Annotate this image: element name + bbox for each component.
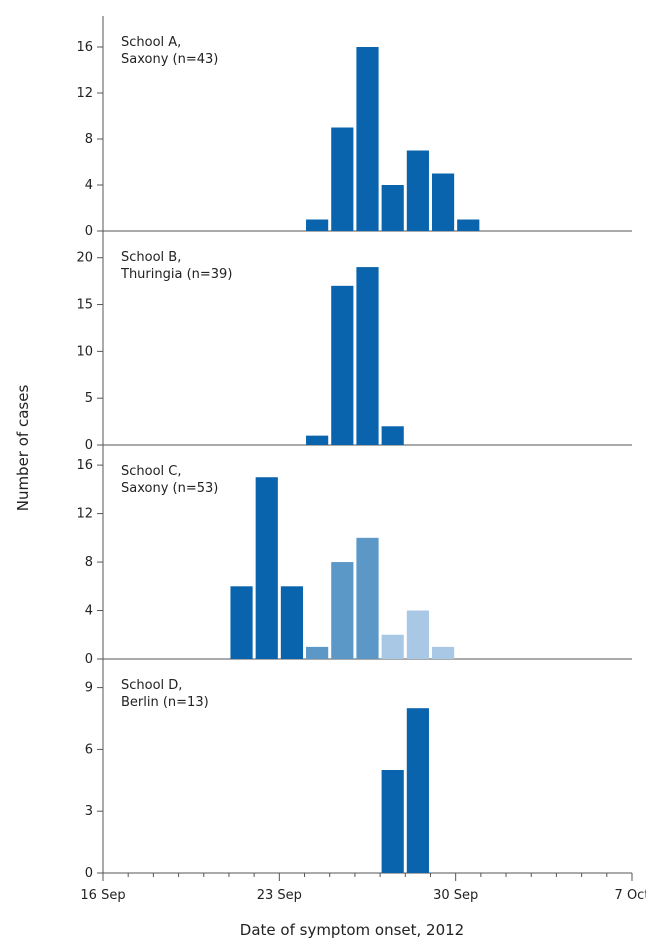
bar <box>356 47 379 231</box>
y-tick-label: 0 <box>85 224 93 239</box>
chart-panel: 0 5 10 15 20 School B, Thuringia (n=39) <box>76 231 632 453</box>
bar <box>280 586 304 659</box>
y-tick-label: 0 <box>85 866 93 881</box>
y-tick-label: 0 <box>85 438 93 453</box>
y-tick-label: 12 <box>76 86 93 101</box>
x-tick-label: 30 Sep <box>433 888 478 903</box>
panels-layer: 0 4 8 12 16 School A, Saxony (n=43) 0 5 10 15 20 Sch… <box>76 16 632 881</box>
y-tick-label: 3 <box>85 804 93 819</box>
panel-label: Berlin (n=13) <box>121 695 209 710</box>
panel-label: Saxony (n=53) <box>121 481 218 496</box>
y-tick-label: 8 <box>85 555 93 570</box>
x-axis-title: Date of symptom onset, 2012 <box>240 921 464 939</box>
y-tick-label: 20 <box>76 251 93 266</box>
bar <box>431 646 455 659</box>
y-tick-label: 9 <box>85 681 93 696</box>
bar <box>331 562 354 659</box>
bar <box>306 219 329 231</box>
bar <box>381 426 404 445</box>
y-tick-label: 16 <box>76 458 93 473</box>
bar <box>381 634 404 659</box>
bar <box>230 586 253 659</box>
x-axis: 16 Sep 23 Sep 30 Sep 7 Oct <box>80 873 646 903</box>
panel-label: School C, <box>121 464 182 479</box>
bar <box>306 646 329 659</box>
bar <box>406 610 429 659</box>
panel-label: Saxony (n=43) <box>121 52 218 67</box>
bar <box>331 285 354 445</box>
chart-panel: 0 3 6 9 School D, Berlin (n=13) <box>85 659 632 881</box>
bar <box>356 537 379 659</box>
y-tick-label: 5 <box>85 391 93 406</box>
y-tick-label: 15 <box>76 298 93 313</box>
x-tick-label: 7 Oct <box>615 888 646 903</box>
bar <box>431 173 455 231</box>
bar <box>331 127 354 231</box>
y-tick-label: 16 <box>76 40 93 55</box>
bar <box>356 267 379 445</box>
bar <box>255 477 278 659</box>
bar <box>406 708 429 873</box>
chart-panel: 0 4 8 12 16 School A, Saxony (n=43) <box>76 16 632 239</box>
bar <box>306 435 329 445</box>
bar <box>457 219 480 231</box>
y-tick-label: 12 <box>76 507 93 522</box>
panel-label: Thuringia (n=39) <box>120 267 232 282</box>
y-tick-label: 4 <box>85 604 93 619</box>
bar <box>406 150 429 231</box>
y-tick-label: 4 <box>85 178 93 193</box>
x-tick-label: 16 Sep <box>80 888 125 903</box>
x-tick-label: 23 Sep <box>257 888 302 903</box>
y-tick-label: 0 <box>85 652 93 667</box>
panel-label: School B, <box>121 250 181 265</box>
y-tick-label: 8 <box>85 132 93 147</box>
chart-panel: 0 4 8 12 16 School C, Saxony (n=53) <box>76 445 632 667</box>
bar <box>381 770 404 873</box>
bar <box>381 185 404 231</box>
y-tick-label: 6 <box>85 742 93 757</box>
y-axis-title: Number of cases <box>14 385 32 512</box>
panel-label: School A, <box>121 35 181 50</box>
y-tick-label: 10 <box>76 344 93 359</box>
panel-label: School D, <box>121 678 182 693</box>
